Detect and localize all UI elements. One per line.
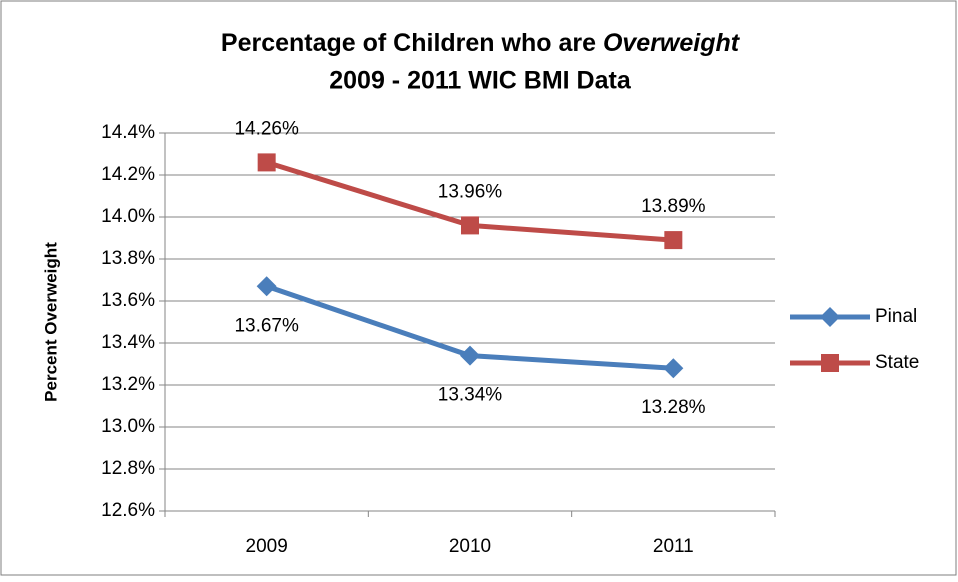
y-tick-label: 12.8% — [101, 458, 155, 479]
point — [257, 153, 276, 172]
point — [460, 345, 480, 366]
point — [256, 276, 277, 297]
point — [461, 216, 479, 235]
y-tick-label: 13.8% — [101, 248, 155, 269]
point — [663, 358, 684, 379]
y-tick-label: 14.4% — [101, 122, 155, 143]
y-axis-label: Percent Overweight — [41, 242, 60, 402]
data-label: 13.67% — [234, 315, 299, 336]
y-tick-label: 14.2% — [101, 164, 155, 185]
chart-subtitle: 2009 - 2011 WIC BMI Data — [329, 67, 632, 95]
x-tick-label: 2010 — [449, 536, 491, 557]
y-tick-label: 13.4% — [101, 332, 155, 353]
legend-label: State — [875, 352, 919, 373]
y-tick-label: 12.6% — [101, 500, 155, 521]
legend-label: Pinal — [875, 306, 917, 327]
title-part: Overweight — [603, 29, 741, 57]
x-tick-label: 2011 — [653, 536, 694, 557]
legend-marker — [820, 307, 840, 327]
data-label: 14.26% — [234, 118, 299, 139]
y-tick-label: 13.2% — [101, 374, 155, 395]
data-label: 13.89% — [641, 196, 706, 217]
data-label: 13.28% — [641, 397, 706, 418]
title-part: Percentage of Children who are — [221, 29, 603, 57]
point — [664, 231, 683, 250]
y-tick-label: 13.6% — [101, 290, 155, 311]
legend-marker — [821, 354, 839, 372]
y-tick-label: 13.0% — [101, 416, 155, 437]
data-label: 13.34% — [438, 385, 503, 406]
x-tick-label: 2009 — [246, 536, 288, 557]
y-tick-label: 14.0% — [101, 206, 155, 227]
chart-title: Percentage of Children who are Overweigh… — [221, 29, 741, 57]
data-label: 13.96% — [438, 181, 503, 202]
